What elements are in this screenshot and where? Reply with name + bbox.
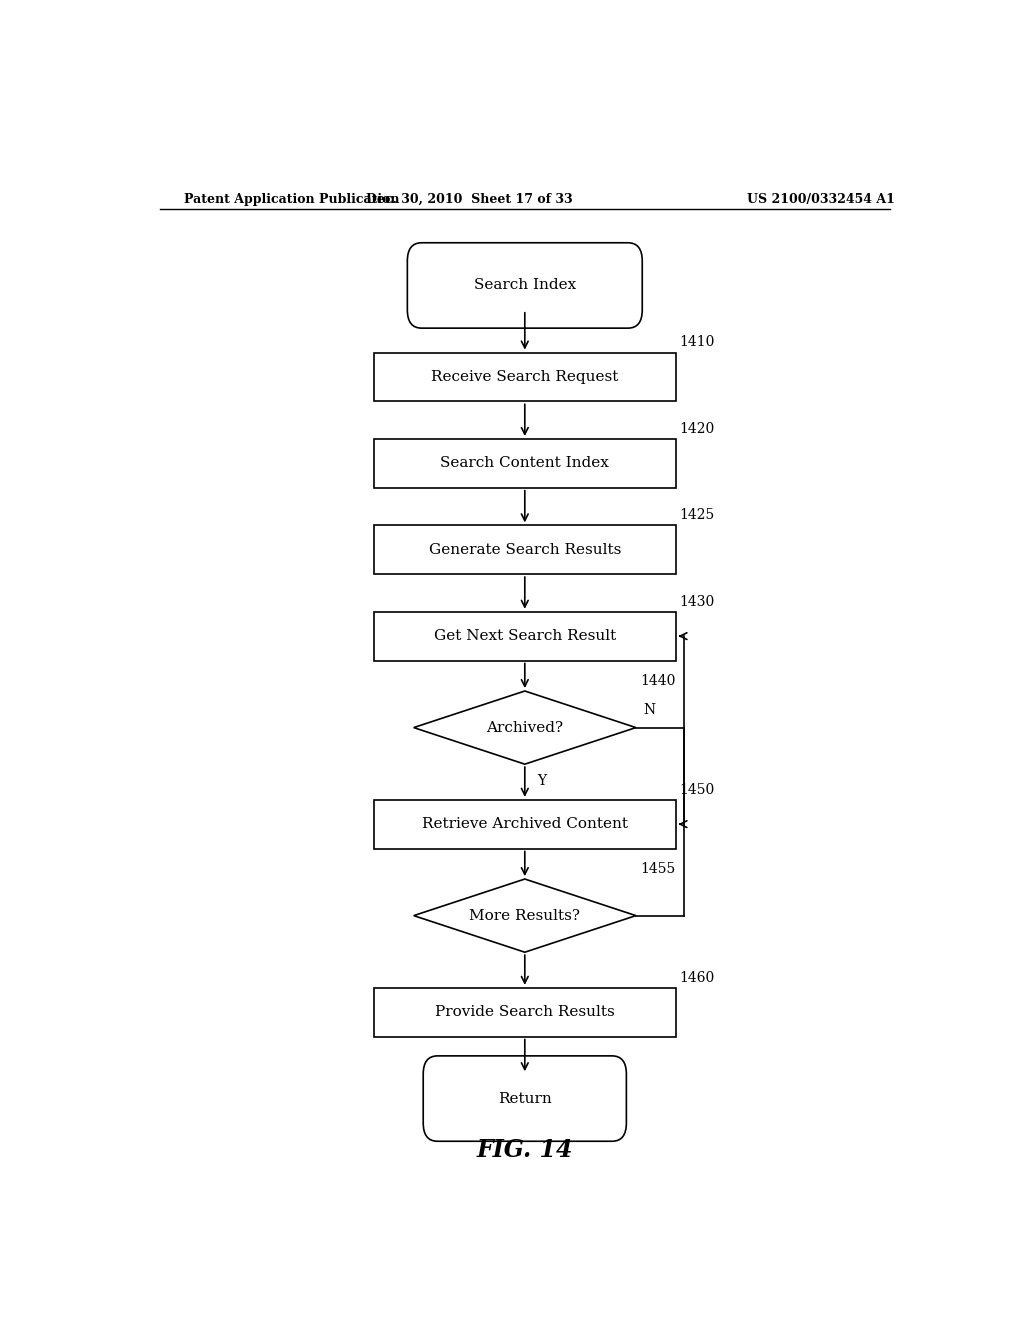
Text: 1455: 1455 (640, 862, 675, 876)
Text: US 2100/0332454 A1: US 2100/0332454 A1 (748, 193, 895, 206)
Text: 1430: 1430 (680, 595, 715, 609)
Bar (374, 800, 676, 849)
Text: Generate Search Results: Generate Search Results (429, 543, 621, 557)
Bar (374, 525, 676, 574)
Text: Search Index: Search Index (474, 279, 575, 293)
Text: 1460: 1460 (680, 970, 715, 985)
Text: N: N (644, 704, 656, 718)
Text: Return: Return (498, 1092, 552, 1106)
Bar (374, 611, 676, 660)
Bar (374, 352, 676, 401)
Text: 1425: 1425 (680, 508, 715, 523)
FancyBboxPatch shape (408, 243, 642, 329)
Text: Search Content Index: Search Content Index (440, 457, 609, 470)
Text: 1440: 1440 (640, 675, 675, 688)
Text: FIG. 14: FIG. 14 (476, 1138, 573, 1163)
Text: Receive Search Request: Receive Search Request (431, 370, 618, 384)
Polygon shape (414, 879, 636, 952)
Bar (374, 440, 676, 487)
Text: 1420: 1420 (680, 422, 715, 436)
Text: More Results?: More Results? (469, 908, 581, 923)
Polygon shape (414, 690, 636, 764)
Text: Archived?: Archived? (486, 721, 563, 735)
Text: Patent Application Publication: Patent Application Publication (183, 193, 399, 206)
Text: Provide Search Results: Provide Search Results (435, 1005, 614, 1019)
Text: Dec. 30, 2010  Sheet 17 of 33: Dec. 30, 2010 Sheet 17 of 33 (366, 193, 572, 206)
Text: Retrieve Archived Content: Retrieve Archived Content (422, 817, 628, 832)
Text: 1450: 1450 (680, 783, 715, 797)
Text: Get Next Search Result: Get Next Search Result (434, 630, 615, 643)
Bar (374, 987, 676, 1036)
Text: 1410: 1410 (680, 335, 715, 350)
FancyBboxPatch shape (423, 1056, 627, 1142)
Text: Y: Y (537, 775, 546, 788)
